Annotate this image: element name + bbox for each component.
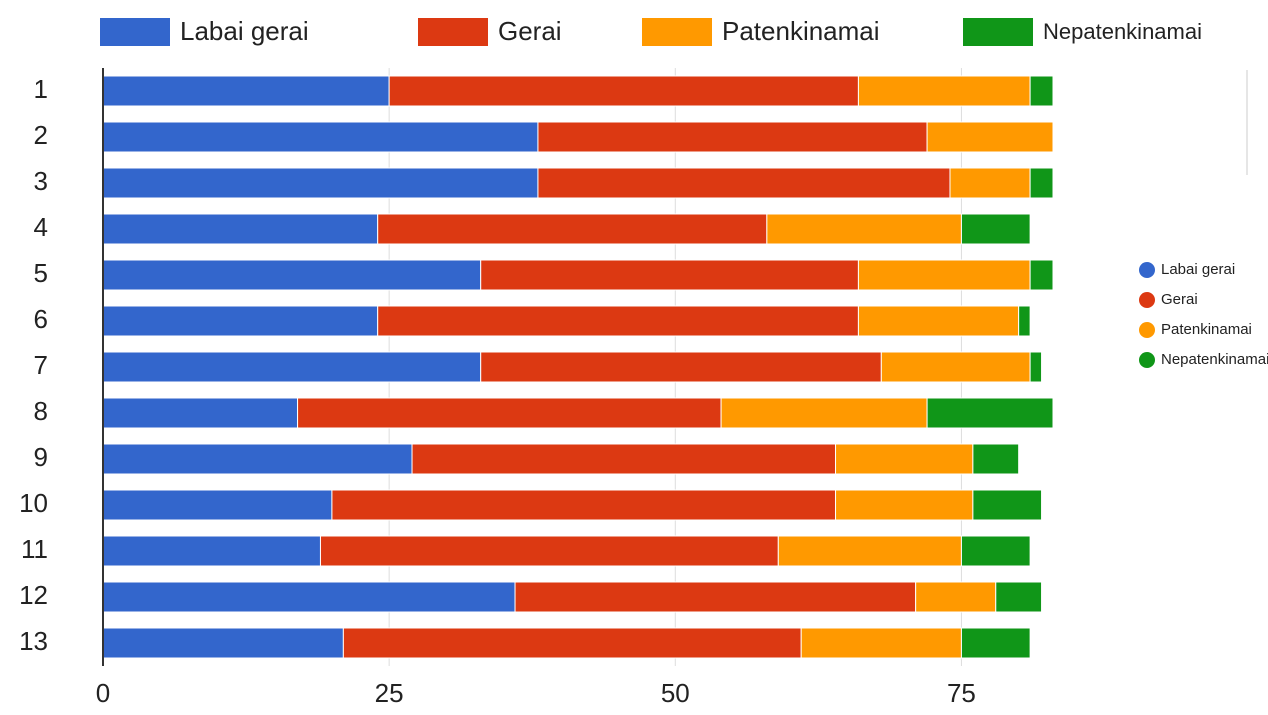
y-tick-label: 1: [34, 74, 48, 104]
bar-segment: [514, 581, 917, 613]
bar-segment: [1029, 75, 1054, 107]
bar-segment: [926, 121, 1054, 153]
bar-segment: [102, 75, 390, 107]
bar-segment: [102, 213, 379, 245]
legend-label: Nepatenkinamai: [1043, 19, 1202, 44]
x-tick-label: 0: [96, 678, 110, 708]
y-tick-label: 2: [34, 120, 48, 150]
y-tick-label: 10: [19, 488, 48, 518]
bar-segment: [480, 351, 882, 383]
bar-segment: [960, 627, 1031, 659]
bar-segment: [102, 305, 379, 337]
bar-segment: [972, 489, 1043, 521]
bar-segment: [102, 627, 344, 659]
bar-segment: [1029, 259, 1054, 291]
legend-label: Nepatenkinamai: [1161, 351, 1268, 368]
bar-segment: [915, 581, 997, 613]
bar-segment: [388, 75, 859, 107]
y-tick-label: 5: [34, 258, 48, 288]
bar-segment: [857, 305, 1020, 337]
y-tick-label: 11: [21, 534, 48, 564]
bar-segment: [319, 535, 779, 567]
bar-segment: [960, 213, 1031, 245]
bar-segment: [480, 259, 859, 291]
bar-segment: [102, 351, 482, 383]
y-tick-label: 8: [34, 396, 48, 426]
bar-segment: [297, 397, 722, 429]
bar-segment: [102, 121, 539, 153]
bar-segment: [720, 397, 928, 429]
y-tick-label: 9: [34, 442, 48, 472]
legend-label: Patenkinamai: [1161, 321, 1252, 338]
legend-label: Patenkinamai: [722, 16, 880, 46]
legend-swatch: [963, 18, 1033, 46]
bar-segment: [377, 305, 859, 337]
legend-marker: [1139, 292, 1155, 308]
bar-segment: [377, 213, 768, 245]
bar-segment: [972, 443, 1020, 475]
legend-label: Gerai: [1161, 291, 1198, 308]
y-tick-label: 6: [34, 304, 48, 334]
bar-segment: [102, 167, 539, 199]
bar-segment: [331, 489, 837, 521]
bar-segment: [857, 75, 1031, 107]
legend-label: Gerai: [498, 16, 562, 46]
bar-segment: [857, 259, 1031, 291]
bar-segment: [949, 167, 1031, 199]
legend-label: Labai gerai: [180, 16, 309, 46]
bar-segment: [342, 627, 802, 659]
bar-segment: [766, 213, 962, 245]
bar-segment: [102, 397, 299, 429]
bar-segment: [102, 489, 333, 521]
y-tick-label: 12: [19, 580, 48, 610]
legend-swatch: [100, 18, 170, 46]
bar-segment: [880, 351, 1031, 383]
legend-marker: [1139, 352, 1155, 368]
bar-segment: [835, 443, 974, 475]
bar-segment: [102, 259, 482, 291]
bar-segment: [537, 167, 951, 199]
bar-segment: [1029, 167, 1054, 199]
y-tick-label: 13: [19, 626, 48, 656]
bar-segment: [926, 397, 1054, 429]
y-tick-label: 4: [34, 212, 48, 242]
bar-segment: [1018, 305, 1031, 337]
bar-segment: [411, 443, 837, 475]
bar-segment: [777, 535, 962, 567]
x-tick-label: 75: [947, 678, 976, 708]
legend-swatch: [418, 18, 488, 46]
bar-segment: [1029, 351, 1043, 383]
y-tick-label: 7: [34, 350, 48, 380]
legend-swatch: [642, 18, 712, 46]
bar-segment: [102, 535, 321, 567]
legend-marker: [1139, 322, 1155, 338]
legend-marker: [1139, 262, 1155, 278]
bar-segment: [835, 489, 974, 521]
x-tick-label: 25: [375, 678, 404, 708]
y-tick-label: 3: [34, 166, 48, 196]
x-tick-label: 50: [661, 678, 690, 708]
bar-segment: [960, 535, 1031, 567]
bar-segment: [102, 581, 516, 613]
bar-segment: [102, 443, 413, 475]
bar-segment: [995, 581, 1043, 613]
legend-label: Labai gerai: [1161, 261, 1235, 278]
bar-segment: [800, 627, 962, 659]
bar-segment: [537, 121, 928, 153]
